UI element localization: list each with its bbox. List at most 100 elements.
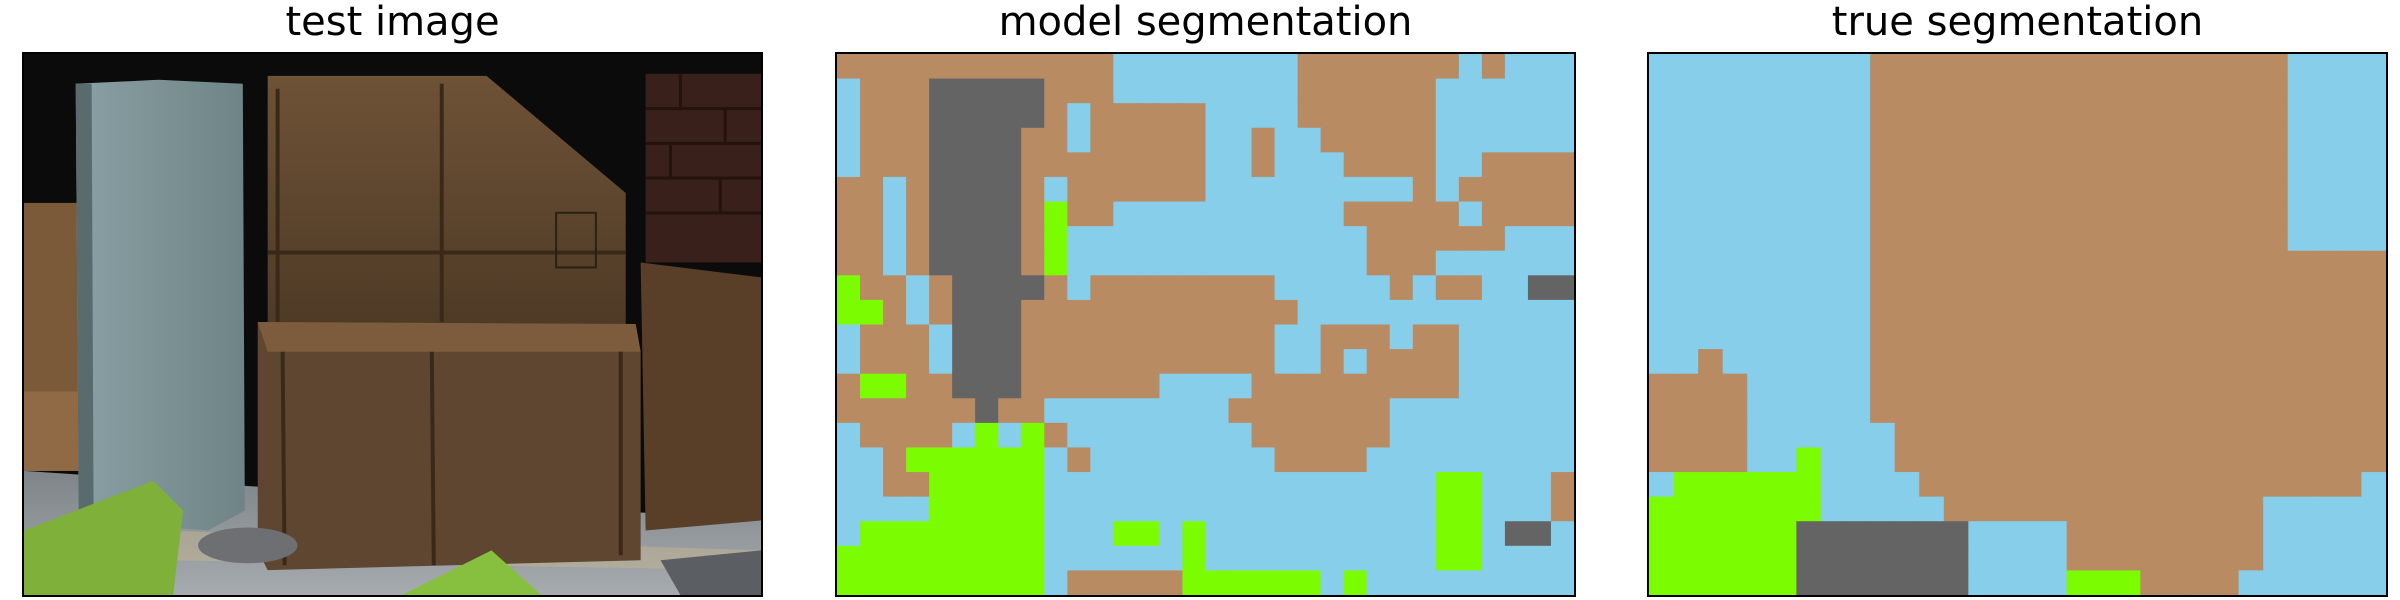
true-segment-cell [2042,398,2068,424]
true-segment-cell [2066,570,2092,595]
true-segment-cell [2336,226,2363,252]
true-segment-cell [2238,226,2264,252]
model-segment-cell [906,324,930,350]
model-segment-cell [1044,54,1068,80]
true-segment-cell [1673,373,1699,399]
true-segment-cell [1771,176,1797,203]
model-segment-cell [883,496,907,522]
true-segment-cell [2140,299,2166,326]
model-segment-cell [860,103,884,129]
true-segment-cell [2189,127,2215,153]
true-segment-cell [1894,275,1920,301]
true-segment-cell [2066,398,2092,424]
true-segment-cell [2140,422,2166,449]
true-segment-cell [1698,521,1724,547]
true-segment-cell [1894,250,1920,276]
true-segment-cell [1673,545,1699,571]
model-segment-cell [998,299,1022,326]
true-segment-cell [1894,127,1920,153]
true-segment-cell [1919,447,1945,473]
true-segment-cell [2189,176,2215,203]
true-segment-cell [1870,54,1896,80]
model-segment-cell [1228,521,1253,547]
true-segment-cell [2189,324,2215,350]
model-segment-cell [1435,54,1460,80]
model-segment-cell [883,299,907,326]
model-segment-cell [906,275,930,301]
true-segment-cell [1673,398,1699,424]
true-segment-cell [1845,349,1871,375]
true-segment-cell [1992,398,2019,424]
model-segment-cell [883,54,907,80]
true-segment-cell [2263,472,2289,498]
model-segment-cell [1274,496,1299,522]
true-segment-cell [1845,275,1871,301]
model-segment-cell [975,472,999,498]
true-segment-cell [1771,201,1797,227]
true-segment-cell [2017,127,2043,153]
true-segment-cell [2361,496,2386,522]
model-segment-cell [929,78,953,104]
true-segment-cell [2115,447,2141,473]
true-segment-cell [1771,250,1797,276]
model-segment-cell [1297,152,1322,178]
model-segment-cell [860,54,884,80]
model-segment-cell [837,176,861,203]
model-segment-cell [1021,422,1045,449]
true-segment-cell [2312,226,2338,252]
true-segment-cell [2189,275,2215,301]
true-segment-cell [1943,226,1969,252]
model-segment-cell [1090,447,1114,473]
true-segment-cell [1747,422,1773,449]
model-segment-cell [1366,349,1391,375]
model-segment-cell [1527,447,1552,473]
true-segment-cell [1698,398,1724,424]
true-segment-cell [1968,176,1994,203]
model-segment-cell [1090,176,1114,203]
true-segment-cell [2042,545,2068,571]
model-segment-cell [1021,472,1045,498]
true-segment-cell [2164,152,2191,178]
model-segment-cell [1458,373,1483,399]
model-segment-cell [1021,275,1045,301]
true-segment-cell [1894,152,1920,178]
model-segment-cell [1343,496,1368,522]
model-segment-cell [929,422,953,449]
true-segment-cell [1771,78,1797,104]
model-segment-cell [1090,496,1114,522]
true-segment-cell [1722,176,1748,203]
true-segment-cell [1673,127,1699,153]
model-segment-cell [952,275,976,301]
model-segment-cell [929,176,953,203]
true-segment-cell [2336,521,2363,547]
model-segment-cell [1389,78,1414,104]
model-segment-cell [1067,570,1091,595]
true-segment-cell [2164,103,2191,129]
model-segment-cell [1550,521,1574,547]
true-segment-cell [2361,299,2386,326]
model-segment-cell [1021,447,1045,473]
true-segment-cell [1722,226,1748,252]
model-segment-cell [952,545,976,571]
model-segment-cell [1113,472,1138,498]
true-segment-cell [2140,103,2166,129]
model-segment-cell [1343,78,1368,104]
true-segment-cell [1649,226,1675,252]
model-segment-cell [906,103,930,129]
true-segment-cell [1919,103,1945,129]
model-segment-cell [1044,201,1068,227]
true-segment-cell [1870,78,1896,104]
model-segment-cell [860,226,884,252]
true-segment-cell [2042,250,2068,276]
model-segment-cell [837,299,861,326]
true-segment-cell [2287,398,2313,424]
model-segment-cell [1504,54,1529,80]
true-segment-cell [1771,54,1797,80]
model-segment-cell [906,545,930,571]
true-segment-cell [1796,422,1822,449]
true-segment-cell [2263,422,2289,449]
true-segment-cell [2189,545,2215,571]
true-segment-cell [2263,299,2289,326]
true-segment-cell [2214,54,2240,80]
true-segment-cell [1870,373,1896,399]
